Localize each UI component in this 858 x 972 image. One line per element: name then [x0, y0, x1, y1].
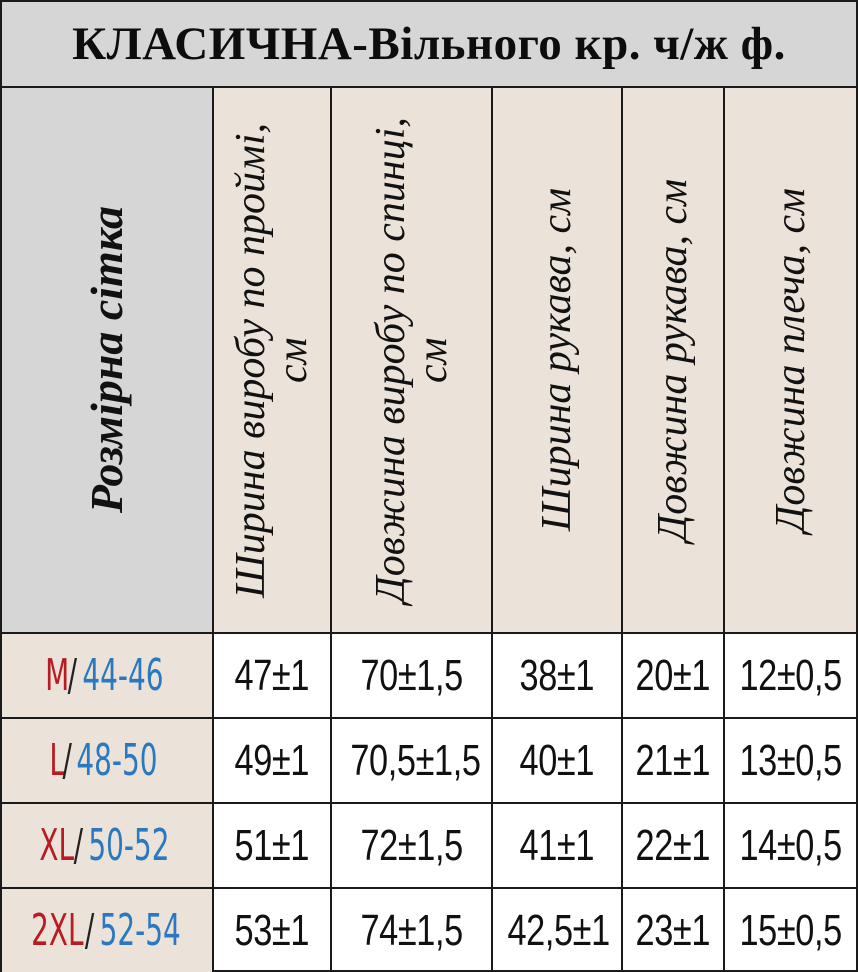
chart-title: КЛАСИЧНА-Вільного кр. ч/ж ф. [2, 2, 856, 88]
value-cell: 70±1,5 [330, 632, 493, 719]
value-text: 20±1 [635, 650, 711, 700]
column-header-sleeve-length: Довжина рукава, см [621, 88, 725, 634]
value-cell: 70,5±1,5 [330, 717, 493, 804]
value-text: 74±1,5 [360, 905, 463, 955]
size-range: 52-54 [98, 905, 181, 956]
value-text: 12±0,5 [739, 650, 842, 700]
value-text: 22±1 [635, 820, 711, 870]
table-row: L/48-50 49±1 70,5±1,5 40±1 21±1 13±0,5 [2, 717, 856, 804]
column-header-sleeve-width: Ширина рукава, см [491, 88, 623, 634]
value-text: 70,5±1,5 [350, 735, 481, 785]
value-cell: 40±1 [491, 717, 623, 804]
value-cell: 13±0,5 [723, 717, 856, 804]
column-label: Довжина плеча, см [767, 187, 814, 533]
value-cell: 72±1,5 [330, 802, 493, 889]
size-letter: L [49, 735, 65, 786]
size-letter: 2XL [30, 905, 84, 956]
size-cell: M/44-46 [2, 632, 214, 719]
value-text: 53±1 [234, 905, 310, 955]
table-row: M/44-46 47±1 70±1,5 38±1 20±1 12±0,5 [2, 632, 856, 719]
value-cell: 38±1 [491, 632, 623, 719]
value-cell: 49±1 [212, 717, 332, 804]
size-letter: M [44, 650, 70, 701]
table-row: XL/50-52 51±1 72±1,5 41±1 22±1 14±0,5 [2, 802, 856, 889]
value-cell: 47±1 [212, 632, 332, 719]
value-text: 23±1 [635, 905, 711, 955]
value-text: 42,5±1 [507, 905, 610, 955]
size-separator: / [73, 820, 84, 871]
value-text: 40±1 [519, 735, 595, 785]
size-separator: / [67, 650, 77, 701]
column-label: Ширина рукава, см [534, 188, 580, 532]
value-cell: 22±1 [621, 802, 725, 889]
size-cell: 2XL/52-54 [2, 887, 214, 972]
size-range: 50-52 [88, 820, 170, 871]
value-text: 70±1,5 [360, 650, 463, 700]
column-label: Ширина виробу по проймі, см [228, 122, 316, 598]
column-header-shoulder-length: Довжина плеча, см [723, 88, 856, 634]
size-separator: / [62, 735, 72, 786]
value-text: 51±1 [234, 820, 310, 870]
value-text: 14±0,5 [739, 820, 842, 870]
value-text: 72±1,5 [360, 820, 463, 870]
value-cell: 14±0,5 [723, 802, 856, 889]
column-header-chest-width: Ширина виробу по проймі, см [212, 88, 332, 634]
size-cell: XL/50-52 [2, 802, 214, 889]
value-text: 38±1 [519, 650, 595, 700]
size-range: 44-46 [81, 650, 163, 701]
size-table: Розмірна сітка Ширина виробу по проймі, … [2, 88, 856, 972]
value-cell: 21±1 [621, 717, 725, 804]
size-cell: L/48-50 [2, 717, 214, 804]
value-cell: 41±1 [491, 802, 623, 889]
size-range: 48-50 [76, 735, 158, 786]
table-row: 2XL/52-54 53±1 74±1,5 42,5±1 23±1 15±0,5 [2, 887, 856, 972]
value-text: 49±1 [234, 735, 310, 785]
column-header-back-length: Довжина виробу по спинці, см [330, 88, 493, 634]
value-text: 15±0,5 [739, 905, 842, 955]
value-text: 47±1 [234, 650, 310, 700]
value-cell: 53±1 [212, 887, 332, 972]
value-cell: 15±0,5 [723, 887, 856, 972]
value-cell: 74±1,5 [330, 887, 493, 972]
value-cell: 12±0,5 [723, 632, 856, 719]
value-cell: 20±1 [621, 632, 725, 719]
size-grid-label: Розмірна сітка [81, 206, 132, 514]
value-cell: 42,5±1 [491, 887, 623, 972]
size-grid-header: Розмірна сітка [2, 88, 214, 634]
size-letter: XL [39, 820, 75, 871]
column-label: Довжина виробу по спинці, см [367, 117, 456, 603]
value-cell: 51±1 [212, 802, 332, 889]
value-text: 21±1 [635, 735, 711, 785]
value-cell: 23±1 [621, 887, 725, 972]
size-separator: / [84, 905, 95, 956]
value-text: 41±1 [519, 820, 595, 870]
value-text: 13±0,5 [739, 735, 842, 785]
column-label: Довжина рукава, см [650, 178, 696, 542]
header-row: Розмірна сітка Ширина виробу по проймі, … [2, 88, 856, 634]
